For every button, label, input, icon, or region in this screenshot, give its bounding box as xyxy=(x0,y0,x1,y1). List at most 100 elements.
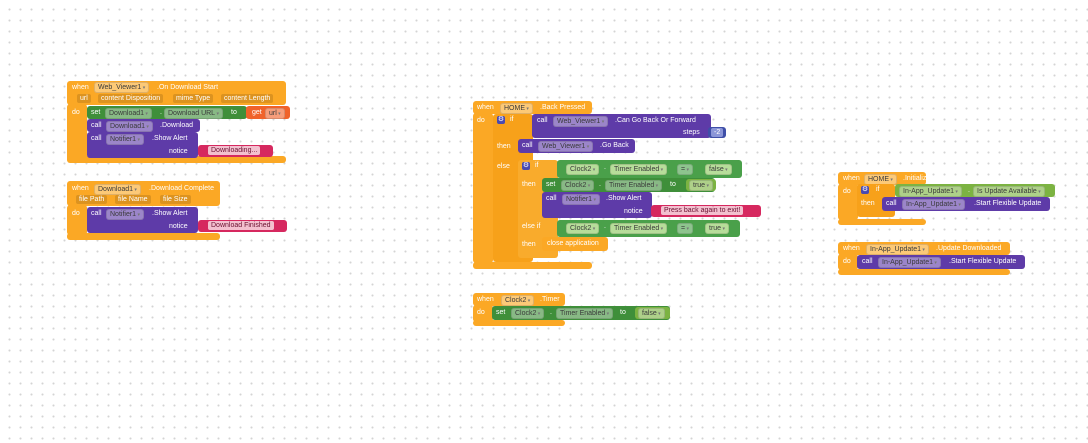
close-application-block[interactable] xyxy=(542,237,608,251)
call-component-dropdown[interactable]: Notifier1 xyxy=(106,209,144,220)
when-label: when xyxy=(843,245,860,252)
gear-icon[interactable]: ⚙ xyxy=(522,162,530,170)
call-label: call xyxy=(522,142,533,149)
call-label: call xyxy=(91,122,102,129)
event-name: .Update Downloaded xyxy=(936,245,1002,252)
call-component-dropdown[interactable]: Web_Viewer1 xyxy=(538,141,594,152)
param-content-disposition[interactable]: content Disposition xyxy=(98,94,164,103)
method-name: .Start Flexible Update xyxy=(949,258,1017,265)
call-label: call xyxy=(862,258,873,265)
gear-icon[interactable]: ⚙ xyxy=(861,186,869,194)
number-value[interactable]: -2 xyxy=(711,128,724,137)
event-footer xyxy=(67,233,220,240)
text-value[interactable]: Downloading... xyxy=(208,146,261,155)
param-file-path[interactable]: file Path xyxy=(76,195,108,204)
property-dropdown[interactable]: Timer Enabled xyxy=(610,164,668,175)
else-if-label: else if xyxy=(522,223,541,230)
to-label: to xyxy=(231,109,237,116)
then-label: then xyxy=(522,241,536,248)
component-dropdown[interactable]: Clock2 xyxy=(501,295,535,306)
param-file-size[interactable]: file Size xyxy=(160,195,191,204)
do-label: do xyxy=(72,210,80,217)
getter-component-dropdown[interactable]: In-App_Update1 xyxy=(899,186,962,197)
set-component-dropdown[interactable]: Clock2 xyxy=(511,308,545,319)
dot: . xyxy=(604,164,606,171)
event-footer xyxy=(67,156,286,163)
method-name: .Can Go Back Or Forward xyxy=(615,117,696,124)
component-dropdown[interactable]: HOME xyxy=(500,103,533,114)
do-label: do xyxy=(477,117,485,124)
text-value[interactable]: Download Finished xyxy=(208,221,274,230)
component-dropdown[interactable]: Download1 xyxy=(94,184,141,195)
then-label: then xyxy=(522,181,536,188)
when-label: when xyxy=(843,175,860,182)
event-name: .Back Pressed xyxy=(540,104,586,111)
call-component-dropdown[interactable]: Notifier1 xyxy=(106,134,144,145)
property-dropdown[interactable]: Is Update Available xyxy=(973,186,1045,197)
set-label: set xyxy=(496,309,506,316)
call-component-dropdown[interactable]: Download1 xyxy=(106,121,153,132)
get-label: get xyxy=(252,109,262,116)
do-label: do xyxy=(72,109,80,116)
method-name: .Start Flexible Update xyxy=(974,200,1042,207)
event-do-arm xyxy=(838,254,858,270)
param-mime-type[interactable]: mime Type xyxy=(173,94,214,103)
event-do-arm xyxy=(473,305,493,322)
set-label: set xyxy=(546,181,556,188)
clock-component-dropdown[interactable]: Clock2 xyxy=(566,164,600,175)
call-component-dropdown[interactable]: In-App_Update1 xyxy=(902,199,965,210)
steps-label: steps xyxy=(683,129,700,136)
do-label: do xyxy=(477,309,485,316)
text-value[interactable]: Press back again to exit! xyxy=(661,206,744,215)
method-name: .Show Alert xyxy=(606,195,642,202)
when-label: when xyxy=(72,84,89,91)
boolean-dropdown[interactable]: false xyxy=(638,308,665,319)
method-name: .Download xyxy=(160,122,194,129)
call-component-dropdown[interactable]: Notifier1 xyxy=(562,194,600,205)
event-footer xyxy=(473,320,565,326)
notice-label: notice xyxy=(169,148,188,155)
method-name: .Show Alert xyxy=(152,210,188,217)
dot: . xyxy=(160,109,162,116)
method-name: .Show Alert xyxy=(152,135,188,142)
boolean-dropdown[interactable]: false xyxy=(705,164,732,175)
param-file-name[interactable]: file Name xyxy=(115,195,151,204)
component-dropdown[interactable]: Web_Viewer1 xyxy=(94,82,150,93)
event-do-arm xyxy=(67,205,87,235)
call-label: call xyxy=(546,195,557,202)
method-name: .Go Back xyxy=(600,142,629,149)
param-content-length[interactable]: content Length xyxy=(221,94,274,103)
boolean-dropdown[interactable]: true xyxy=(689,180,713,191)
property-dropdown[interactable]: Timer Enabled xyxy=(605,180,663,191)
property-dropdown[interactable]: Timer Enabled xyxy=(556,308,614,319)
event-footer xyxy=(473,262,592,269)
operator-dropdown[interactable]: = xyxy=(677,164,693,175)
event-name: .Timer xyxy=(540,296,560,303)
set-component-dropdown[interactable]: Clock2 xyxy=(561,180,595,191)
gear-icon[interactable]: ⚙ xyxy=(497,116,505,124)
notice-label: notice xyxy=(624,208,643,215)
event-do-arm xyxy=(838,184,858,220)
then-label: then xyxy=(497,143,511,150)
call-component-dropdown[interactable]: In-App_Update1 xyxy=(878,257,941,268)
event-name: .Download Complete xyxy=(149,185,214,192)
operator-dropdown[interactable]: = xyxy=(677,223,693,234)
event-footer xyxy=(838,219,926,225)
if-label: if xyxy=(510,116,514,123)
param-url[interactable]: url xyxy=(77,94,91,103)
get-var-dropdown[interactable]: url xyxy=(265,108,285,119)
component-dropdown[interactable]: In-App_Update1 xyxy=(866,244,929,255)
boolean-dropdown[interactable]: true xyxy=(705,223,729,234)
property-dropdown[interactable]: Download URL xyxy=(164,108,223,119)
event-do-arm xyxy=(473,113,493,263)
call-component-dropdown[interactable]: Web_Viewer1 xyxy=(553,116,609,127)
event-footer xyxy=(838,269,1010,275)
property-dropdown[interactable]: Timer Enabled xyxy=(610,223,668,234)
when-label: when xyxy=(477,296,494,303)
clock-component-dropdown[interactable]: Clock2 xyxy=(566,223,600,234)
notice-label: notice xyxy=(169,223,188,230)
event-header xyxy=(67,181,220,206)
close-application-label: close application xyxy=(547,240,599,247)
call-label: call xyxy=(91,135,102,142)
set-component-dropdown[interactable]: Download1 xyxy=(105,108,152,119)
